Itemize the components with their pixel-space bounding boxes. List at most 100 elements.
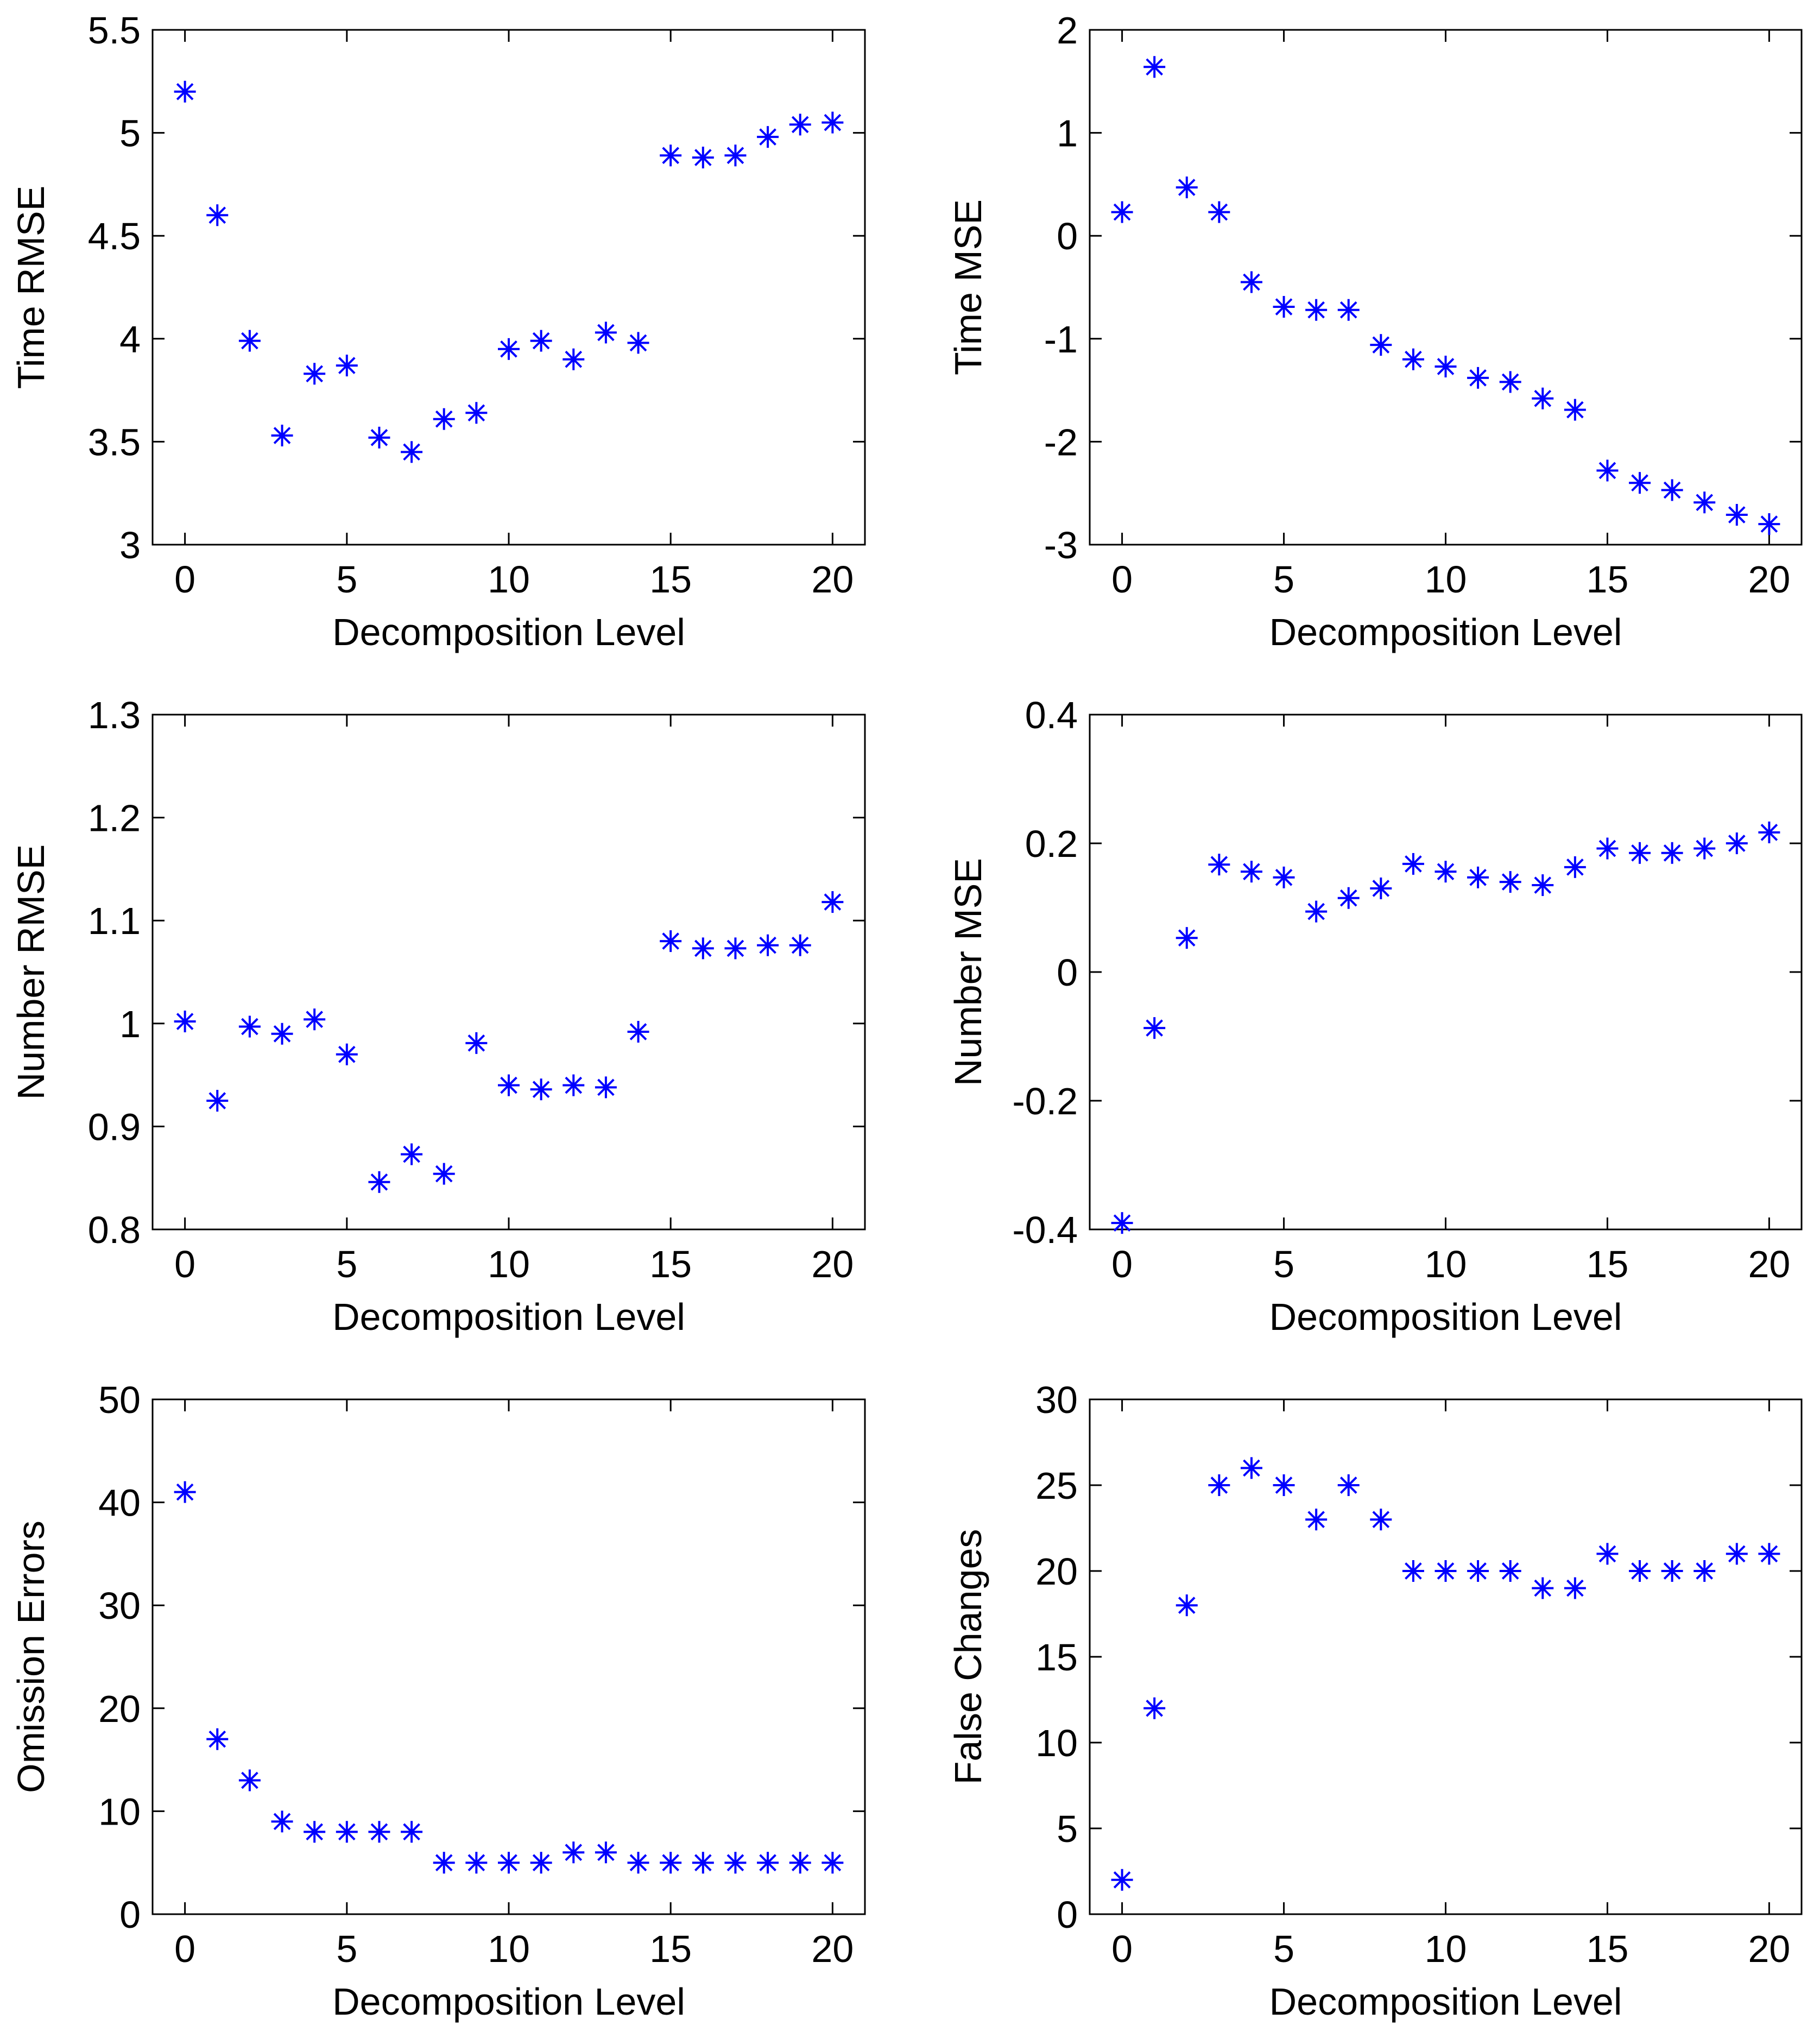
data-point — [401, 1821, 423, 1843]
data-point — [1596, 459, 1619, 482]
data-point — [1434, 861, 1457, 883]
data-point — [757, 934, 779, 956]
x-axis-label: Decomposition Level — [1269, 1296, 1622, 1338]
data-point — [1499, 371, 1521, 393]
data-point — [1467, 367, 1489, 389]
data-point — [1208, 854, 1230, 876]
y-tick-label: 0 — [1057, 1894, 1078, 1936]
data-point — [238, 330, 261, 352]
y-axis-label: Time RMSE — [10, 186, 52, 389]
x-tick-label: 5 — [1273, 558, 1294, 601]
data-point — [1499, 871, 1521, 893]
y-axis-label: Time MSE — [947, 199, 989, 375]
data-point — [1726, 504, 1748, 526]
y-axis-label: False Changes — [947, 1529, 989, 1785]
data-point — [1661, 479, 1683, 501]
data-point — [304, 1008, 326, 1031]
data-point — [1370, 1509, 1392, 1531]
data-point — [1176, 1594, 1198, 1617]
data-point — [627, 1852, 649, 1874]
data-point — [368, 1821, 390, 1843]
data-point — [660, 930, 682, 952]
y-tick-label: 0.2 — [1025, 823, 1078, 865]
y-tick-label: 30 — [98, 1585, 141, 1627]
y-tick-label: -1 — [1044, 318, 1078, 361]
data-point — [433, 408, 455, 430]
data-point — [1726, 1543, 1748, 1565]
plot-frame — [1089, 714, 1803, 1231]
chart-panel-1: 0 5 10 15 20 3 3.5 4 4.5 5 5.5 Decomposition Level T… — [10, 9, 866, 653]
x-tick-label: 0 — [1111, 1928, 1133, 1970]
data-point — [757, 1852, 779, 1874]
y-tick-label: 1.2 — [88, 797, 141, 840]
y-tick-label: 0 — [119, 1894, 141, 1936]
y-tick-label: 5 — [1057, 1808, 1078, 1850]
y-tick-label: 1 — [1057, 112, 1078, 155]
data-point — [1693, 1560, 1716, 1582]
x-tick-label: 0 — [174, 558, 195, 601]
y-tick-label: 0 — [1057, 215, 1078, 257]
data-point — [174, 1481, 196, 1503]
data-point — [1402, 1560, 1424, 1582]
data-point — [724, 1852, 747, 1874]
y-tick-label: 5.5 — [88, 9, 141, 52]
data-point — [465, 1032, 488, 1054]
data-point — [304, 363, 326, 385]
chart-panel-6: 0 5 10 15 20 0 5 10 15 20 25 30 Decomposition Level F… — [947, 1379, 1803, 2023]
y-tick-label: 0.8 — [88, 1209, 141, 1251]
data-point — [174, 1011, 196, 1033]
x-tick-label: 20 — [811, 1928, 854, 1970]
data-point — [1337, 1474, 1360, 1496]
x-tick-label: 20 — [1748, 1243, 1790, 1285]
data-point — [1532, 1577, 1554, 1599]
plot-frame — [151, 29, 866, 546]
data-point — [465, 402, 488, 424]
x-tick-label: 15 — [1587, 1928, 1629, 1970]
data-point — [238, 1015, 261, 1038]
data-point — [627, 332, 649, 354]
x-tick-label: 15 — [1587, 558, 1629, 601]
data-point — [498, 338, 520, 360]
y-tick-label: 15 — [1035, 1636, 1078, 1679]
plot-frame — [1089, 1398, 1803, 1915]
data-point — [1273, 296, 1295, 318]
y-axis-label: Number MSE — [947, 858, 989, 1086]
data-point — [1564, 856, 1586, 878]
data-point — [1176, 927, 1198, 949]
data-point — [1629, 472, 1651, 494]
data-point — [1758, 821, 1780, 843]
y-tick-label: 1.1 — [88, 900, 141, 942]
data-point — [724, 144, 747, 167]
x-tick-label: 5 — [1273, 1928, 1294, 1970]
data-point — [789, 1852, 811, 1874]
data-point — [1467, 866, 1489, 888]
data-point — [1143, 56, 1166, 78]
data-point — [174, 80, 196, 103]
x-tick-label: 0 — [1111, 1243, 1133, 1285]
data-point — [304, 1821, 326, 1843]
data-point — [1305, 299, 1328, 321]
data-point — [1370, 334, 1392, 356]
x-axis-label: Decomposition Level — [332, 1296, 685, 1338]
x-tick-label: 15 — [649, 558, 692, 601]
data-point — [1661, 1560, 1683, 1582]
y-tick-label: 2 — [1057, 9, 1078, 52]
data-point — [821, 111, 844, 134]
plot-frame — [151, 1398, 866, 1915]
x-tick-label: 0 — [174, 1928, 195, 1970]
plot-frame — [1089, 29, 1803, 546]
y-tick-label: 4.5 — [88, 215, 141, 257]
y-tick-label: 0.9 — [88, 1106, 141, 1148]
data-point — [1370, 877, 1392, 899]
data-point — [1111, 201, 1133, 223]
data-point — [1111, 1212, 1133, 1234]
data-point — [1402, 348, 1424, 370]
x-tick-label: 5 — [336, 558, 357, 601]
data-point — [1693, 837, 1716, 860]
data-point — [206, 204, 229, 226]
data-point — [1337, 887, 1360, 909]
x-axis-label: Decomposition Level — [332, 1980, 685, 2023]
data-point — [433, 1852, 455, 1874]
data-point — [1629, 1560, 1651, 1582]
